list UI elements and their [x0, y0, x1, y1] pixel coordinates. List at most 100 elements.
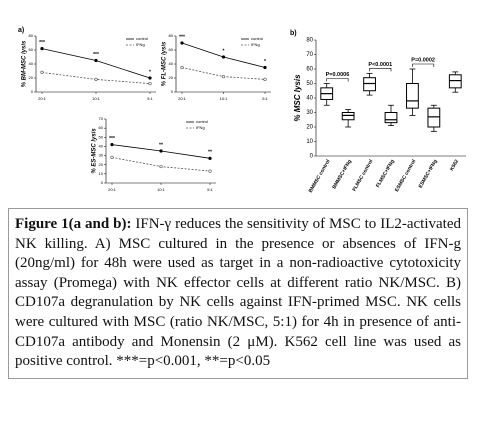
- series-line: [111, 157, 211, 172]
- y-axis-label: % MSC lysis: [293, 74, 302, 122]
- x-tick-label: 20:1: [178, 96, 187, 101]
- x-tick-label: K562: [449, 158, 460, 172]
- data-point: [148, 81, 152, 86]
- y-axis-label: % FL-MSC lysis: [162, 41, 168, 86]
- x-tick-label: ESMSC+IFNg: [418, 159, 439, 190]
- x-tick-label: 5:1: [207, 187, 213, 192]
- legend-label: IFNg: [196, 125, 205, 130]
- y-tick-label: 0: [101, 180, 104, 185]
- box: [406, 83, 419, 109]
- significance: *: [264, 59, 266, 65]
- y-tick-label: 80: [169, 33, 174, 38]
- y-tick-label: 10: [99, 171, 104, 176]
- y-tick-label: 60: [306, 67, 313, 73]
- data-point: [94, 77, 98, 81]
- y-tick-label: 40: [169, 61, 174, 66]
- significance: ***: [179, 34, 185, 40]
- bracket: [412, 63, 435, 67]
- y-tick-label: 20: [169, 75, 174, 80]
- x-tick-label: BMMSC control: [308, 158, 332, 194]
- x-tick-label: 20:1: [38, 96, 47, 101]
- p-value: P<0.0001: [368, 62, 392, 68]
- box: [427, 107, 441, 128]
- y-tick-label: 30: [99, 153, 104, 158]
- significance: *: [149, 69, 151, 75]
- data-point: [180, 65, 184, 70]
- y-tick-label: 20: [29, 75, 34, 80]
- bracket: [369, 68, 392, 72]
- legend-label: control: [251, 36, 263, 41]
- data-point: [221, 55, 226, 59]
- bracket: [326, 78, 349, 82]
- y-tick-label: 0: [310, 154, 314, 160]
- y-tick-label: 0: [171, 89, 174, 94]
- y-tick-label: 10: [306, 139, 313, 145]
- y-tick-label: 70: [306, 52, 313, 58]
- y-tick-label: 30: [306, 110, 313, 116]
- data-point: [159, 149, 163, 153]
- data-point: [263, 77, 267, 81]
- y-tick-label: 20: [306, 125, 313, 131]
- data-point: [148, 76, 152, 80]
- data-point: [40, 46, 44, 51]
- y-tick-label: 20: [99, 162, 104, 167]
- y-tick-label: 80: [306, 38, 313, 44]
- y-tick-label: 50: [99, 134, 104, 139]
- y-tick-label: 40: [29, 61, 34, 66]
- data-point: [221, 74, 226, 79]
- significance: ***: [93, 52, 99, 58]
- x-tick-label: 5:1: [147, 96, 153, 101]
- panel-label: b): [290, 30, 297, 37]
- caption-label: Figure 1(a and b):: [15, 216, 132, 232]
- data-point: [208, 156, 212, 160]
- x-tick-label: FLMSC+IFNg: [375, 159, 396, 189]
- x-tick-label: 10:1: [157, 187, 166, 192]
- significance: *: [223, 48, 225, 54]
- x-tick-label: BMMSC+IFNg: [331, 159, 353, 191]
- y-tick-label: 70: [99, 116, 104, 121]
- caption-text: IFN-γ reduces the sensitivity of MSC to …: [15, 216, 462, 370]
- y-tick-label: 40: [306, 96, 313, 102]
- box: [448, 74, 462, 89]
- data-point: [159, 164, 163, 169]
- y-tick-label: 60: [99, 125, 104, 130]
- x-tick-label: 5:1: [262, 96, 268, 101]
- significance: ***: [39, 40, 45, 46]
- legend-label: IFNg: [251, 42, 260, 47]
- significance: ***: [109, 136, 115, 142]
- panel-label: a): [18, 27, 24, 34]
- x-tick-label: 20:1: [108, 187, 117, 192]
- data-point: [110, 155, 114, 159]
- y-tick-label: 80: [29, 33, 34, 38]
- x-tick-label: 10:1: [92, 96, 101, 101]
- data-point: [94, 58, 98, 63]
- significance: **: [159, 142, 163, 148]
- caption: Figure 1(a and b): IFN-γ reduces the sen…: [8, 208, 468, 379]
- x-tick-label: 10:1: [220, 96, 229, 101]
- data-point: [208, 169, 212, 173]
- legend-label: control: [136, 36, 148, 41]
- p-value: P=0.0002: [411, 57, 435, 63]
- p-value: P=0.0006: [326, 72, 350, 78]
- x-tick-label: ESMSC control: [394, 158, 418, 193]
- y-tick-label: 60: [29, 47, 34, 52]
- x-tick-label: FLMSC control: [351, 158, 374, 192]
- box: [363, 77, 376, 92]
- y-tick-label: 50: [306, 81, 313, 87]
- y-tick-label: 60: [169, 47, 174, 52]
- significance: **: [208, 150, 212, 156]
- y-tick-label: 40: [99, 143, 104, 148]
- data-point: [40, 70, 44, 74]
- box: [384, 112, 398, 124]
- legend-label: IFNg: [136, 42, 145, 47]
- y-tick-label: 0: [31, 89, 34, 94]
- data-point: [110, 143, 114, 147]
- y-axis-label: % ES-MSC lysis: [92, 128, 98, 174]
- data-point: [180, 41, 184, 45]
- data-point: [263, 65, 267, 70]
- y-axis-label: % BM-MSC lysis: [22, 40, 28, 87]
- box: [341, 112, 355, 121]
- legend-label: control: [196, 119, 208, 124]
